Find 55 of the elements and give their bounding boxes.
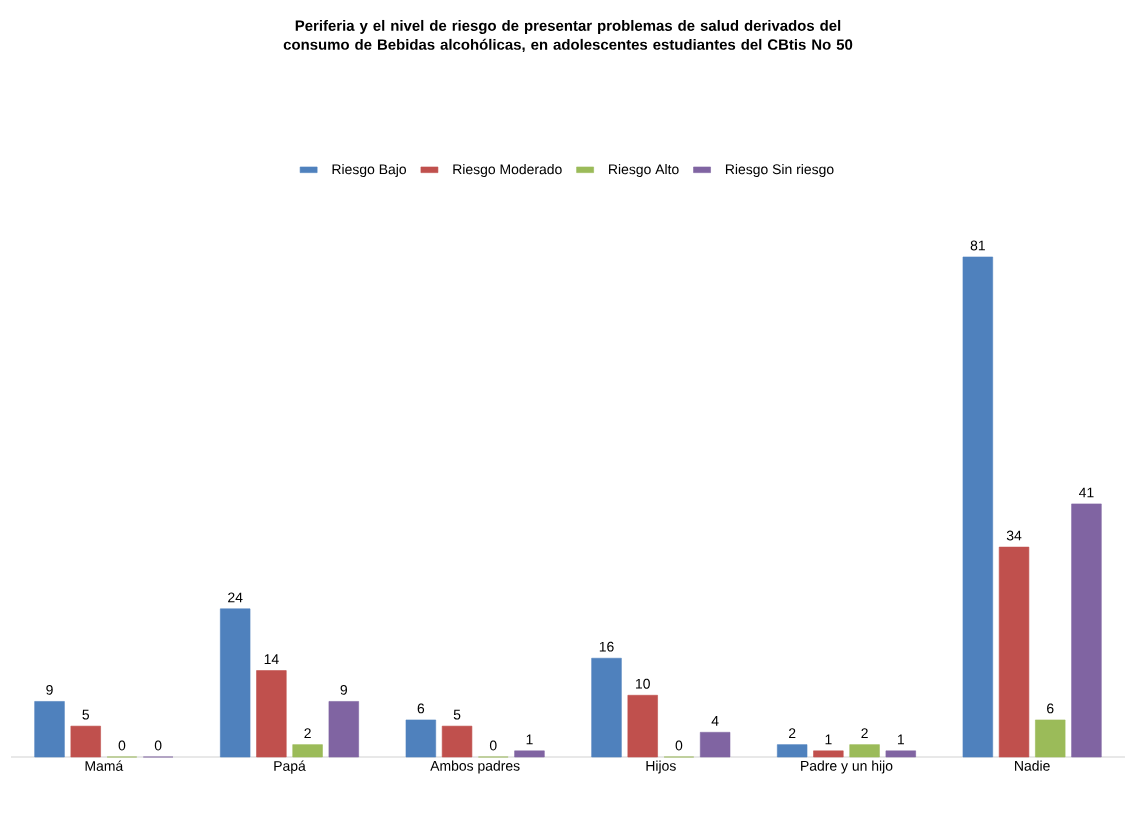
bar bbox=[441, 725, 473, 758]
x-tick-label: Padre y un hijo bbox=[801, 760, 893, 774]
data-label: 34 bbox=[1006, 530, 1022, 541]
legend-label: Riesgo Bajo bbox=[332, 164, 407, 178]
data-label: 0 bbox=[675, 740, 683, 751]
x-tick-label: Nadie bbox=[1015, 760, 1050, 771]
data-label: 4 bbox=[711, 716, 719, 726]
bar bbox=[699, 732, 731, 758]
data-label: 2 bbox=[304, 728, 311, 739]
data-label: 14 bbox=[264, 654, 279, 664]
bar bbox=[591, 657, 622, 758]
bar bbox=[813, 750, 844, 758]
bar bbox=[34, 701, 65, 758]
bar bbox=[328, 701, 359, 758]
data-label: 1 bbox=[897, 734, 904, 745]
legend-label: Riesgo Sin riesgo bbox=[725, 164, 834, 178]
bar bbox=[962, 256, 993, 758]
bar bbox=[405, 719, 436, 758]
bar bbox=[998, 546, 1030, 758]
data-label: 0 bbox=[154, 740, 162, 751]
bar bbox=[885, 750, 916, 758]
bar bbox=[220, 608, 251, 758]
data-label: 1 bbox=[825, 734, 832, 745]
x-tick-label: Papá bbox=[274, 760, 306, 774]
data-label: 1 bbox=[526, 734, 533, 745]
legend-label: Riesgo Alto bbox=[609, 164, 679, 178]
data-label: 5 bbox=[82, 709, 90, 720]
data-label: 81 bbox=[970, 240, 985, 251]
data-label: 0 bbox=[118, 740, 126, 751]
data-label: 5 bbox=[453, 709, 461, 720]
data-label: 0 bbox=[489, 740, 497, 751]
data-label: 9 bbox=[46, 684, 53, 695]
bar bbox=[514, 750, 545, 758]
data-label: 24 bbox=[228, 592, 243, 603]
bar bbox=[777, 744, 808, 758]
x-tick-label: Hijos bbox=[646, 760, 676, 774]
bar bbox=[1071, 503, 1102, 758]
data-label: 16 bbox=[599, 641, 614, 652]
data-label: 2 bbox=[861, 728, 868, 739]
legend-label: Riesgo Moderado bbox=[453, 164, 562, 178]
x-tick-label: Mamá bbox=[85, 760, 124, 771]
bar bbox=[256, 670, 287, 758]
x-tick-label: Ambos padres bbox=[430, 760, 520, 774]
bar bbox=[627, 694, 658, 758]
data-label: 6 bbox=[417, 703, 425, 714]
data-label: 10 bbox=[636, 678, 650, 689]
data-label: 6 bbox=[1047, 703, 1054, 714]
data-label: 2 bbox=[789, 728, 796, 739]
data-label: 9 bbox=[340, 684, 348, 695]
bar bbox=[70, 725, 101, 758]
bar bbox=[849, 744, 880, 758]
bar bbox=[1035, 719, 1066, 758]
chart-title: Periferia y el nivel de riesgo de presentar problemas de salud derivados del consumo de Bebidas alcohólicas, en adolescentes estudiantes del CBtis No 50 bbox=[283, 19, 853, 53]
bar bbox=[292, 744, 323, 758]
data-label: 41 bbox=[1079, 487, 1094, 498]
